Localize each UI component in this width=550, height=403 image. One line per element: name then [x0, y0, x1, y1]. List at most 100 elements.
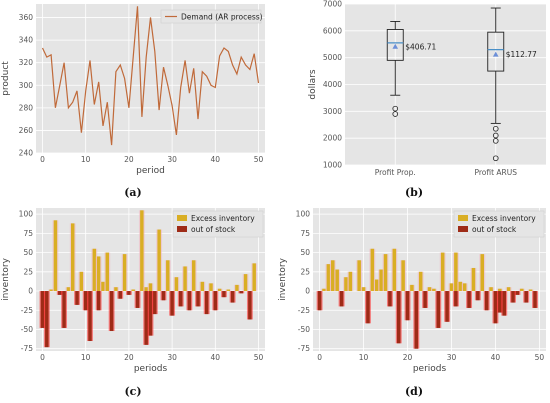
chart-c-excess-bar: [191, 260, 196, 292]
chart-c-stockout-bar: [213, 291, 218, 311]
chart-d-legend-box: [453, 210, 545, 238]
chart-d-stockout-bar: [396, 291, 401, 344]
chart-d-stockout-bar: [317, 291, 322, 311]
chart-c-x-tick-label: 20: [124, 353, 134, 362]
chart-d-x-tick-label: 30: [447, 353, 457, 362]
chart-c-legend-label: out of stock: [191, 225, 236, 234]
chart-c-stockout-bar: [230, 291, 235, 303]
chart-c-x-axis-label: periods: [134, 364, 168, 374]
chart-a-y-tick-label: 260: [19, 126, 34, 135]
chart-d-x-tick-label: 0: [317, 353, 322, 362]
chart-d-legend-label: Excess inventory: [472, 214, 536, 223]
chart-c-stockout-bar: [144, 291, 148, 345]
chart-d-stockout-bar: [515, 291, 520, 295]
chart-a-series-line: [41, 6, 260, 146]
chart-c-excess-bar: [70, 223, 75, 292]
chart-d-stockout-bar: [467, 291, 471, 308]
chart-c-y-tick-label: -75: [21, 344, 33, 353]
chart-b-outlier: [492, 125, 499, 132]
chart-d-excess-bar: [331, 260, 335, 292]
chart-a-y-axis-label: product: [1, 61, 11, 96]
chart-d-excess-bar: [335, 269, 339, 292]
chart-c-excess-bar: [92, 248, 97, 292]
chart-b-outlier: [492, 155, 499, 162]
chart-d-stockout-bar: [388, 291, 392, 307]
chart-c-x-tick-label: 0: [40, 353, 45, 362]
chart-c-excess-bar: [148, 283, 153, 292]
chart-a-y-tick-label: 320: [19, 58, 34, 67]
chart-c-excess-bar: [217, 288, 222, 292]
chart-d-excess-bar: [498, 288, 502, 292]
chart-c-stockout-bar: [135, 291, 140, 308]
chart-c-excess-bar: [235, 284, 239, 292]
chart-d-excess-bar: [449, 283, 454, 292]
chart-c-excess-bar: [226, 289, 231, 292]
chart-d-stockout-bar: [533, 291, 537, 308]
chart-d-stockout-bar: [502, 291, 506, 316]
chart-d-excess-bar: [489, 287, 493, 292]
chart-b-mean-marker: [392, 43, 399, 49]
chart-d-excess-bar: [427, 287, 432, 292]
chart-b-mean-marker: [492, 51, 499, 57]
chart-c-stockout-bar: [127, 291, 131, 295]
chart-c-caption: (c): [124, 385, 141, 398]
chart-c-stockout-bar: [222, 291, 226, 298]
chart-a-x-tick-label: 50: [254, 155, 264, 164]
chart-c-stockout-bar: [204, 291, 209, 315]
chart-c-y-tick-label: -50: [21, 325, 33, 334]
chart-c-stockout-bar: [161, 291, 166, 301]
chart-d-excess-bar: [520, 288, 524, 292]
chart-b-y-tick-label: 2000: [323, 134, 342, 143]
chart-d-excess-bar: [379, 269, 383, 292]
chart-d-excess-bar: [322, 288, 326, 292]
chart-b-y-tick-label: 5000: [323, 53, 342, 62]
chart-c-stockout-bar: [196, 291, 200, 307]
chart-c-stockout-bar: [75, 291, 79, 305]
chart-c-y-tick-label: 100: [19, 210, 34, 219]
chart-c-stockout-bar: [109, 291, 114, 332]
chart-c-legend-swatch: [177, 215, 187, 221]
chart-d-excess-bar: [361, 287, 366, 292]
chart-c-y-tick-label: -25: [21, 306, 33, 315]
chart-d-stockout-bar: [498, 291, 502, 313]
chart-b-mean-label: $112.77: [506, 50, 537, 59]
chart-c-excess-bar: [183, 266, 187, 292]
chart-d-stockout-bar: [405, 291, 410, 321]
chart-d-stockout-bar: [414, 291, 419, 349]
chart-c-excess-bar: [66, 287, 71, 292]
chart-d-excess-bar: [454, 252, 458, 292]
chart-b-caption: (b): [405, 186, 423, 199]
chart-d-excess-bar: [432, 288, 436, 292]
chart-d-stockout-bar: [524, 291, 528, 303]
chart-a-y-tick-label: 340: [19, 36, 34, 45]
chart-d-stockout-bar: [423, 291, 427, 308]
chart-d-x-axis-label: periods: [413, 364, 447, 374]
chart-d-excess-bar: [370, 248, 375, 292]
chart-c-y-tick-label: 25: [23, 267, 33, 276]
chart-b-y-tick-label: 4000: [323, 80, 342, 89]
chart-c-excess-bar: [53, 220, 58, 292]
chart-c-y-tick-label: 50: [23, 248, 33, 257]
chart-c-stockout-bar: [239, 291, 243, 294]
chart-d-y-tick-label: -50: [298, 325, 310, 334]
chart-d-y-tick-label: -25: [298, 306, 310, 315]
chart-c-excess-bar: [101, 281, 105, 292]
chart-c-stockout-bar: [179, 291, 183, 307]
chart-b: 1000 2000 3000 4000 5000 6000 7000 $406.71 Profi…: [308, 0, 546, 199]
chart-d-stockout-bar: [436, 291, 441, 328]
chart-b-outlier: [492, 132, 499, 139]
chart-a-y-tick-label: 300: [19, 81, 34, 90]
chart-d-stockout-bar: [493, 291, 498, 324]
chart-a-x-axis-label: period: [136, 166, 165, 176]
chart-c-excess-bar: [105, 252, 110, 292]
chart-c-stockout-bar: [96, 291, 101, 311]
chart-b-y-tick-label: 6000: [323, 26, 342, 35]
chart-b-y-tick-label: 7000: [323, 0, 342, 9]
chart-d-x-tick-label: 50: [535, 353, 545, 362]
chart-a-y-tick-label: 280: [19, 103, 34, 112]
chart-c-x-tick-label: 40: [211, 353, 221, 362]
chart-c-y-tick-label: 0: [28, 287, 33, 296]
chart-c: 0 10 20 30 40 50 -75 -50 -25 0 25 50 75 100 periods inv…: [1, 208, 265, 398]
chart-c-x-tick-label: 10: [81, 353, 91, 362]
chart-d-excess-bar: [344, 277, 348, 292]
